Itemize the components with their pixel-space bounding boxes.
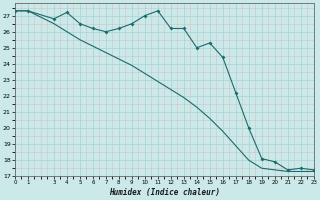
- X-axis label: Humidex (Indice chaleur): Humidex (Indice chaleur): [109, 188, 220, 197]
